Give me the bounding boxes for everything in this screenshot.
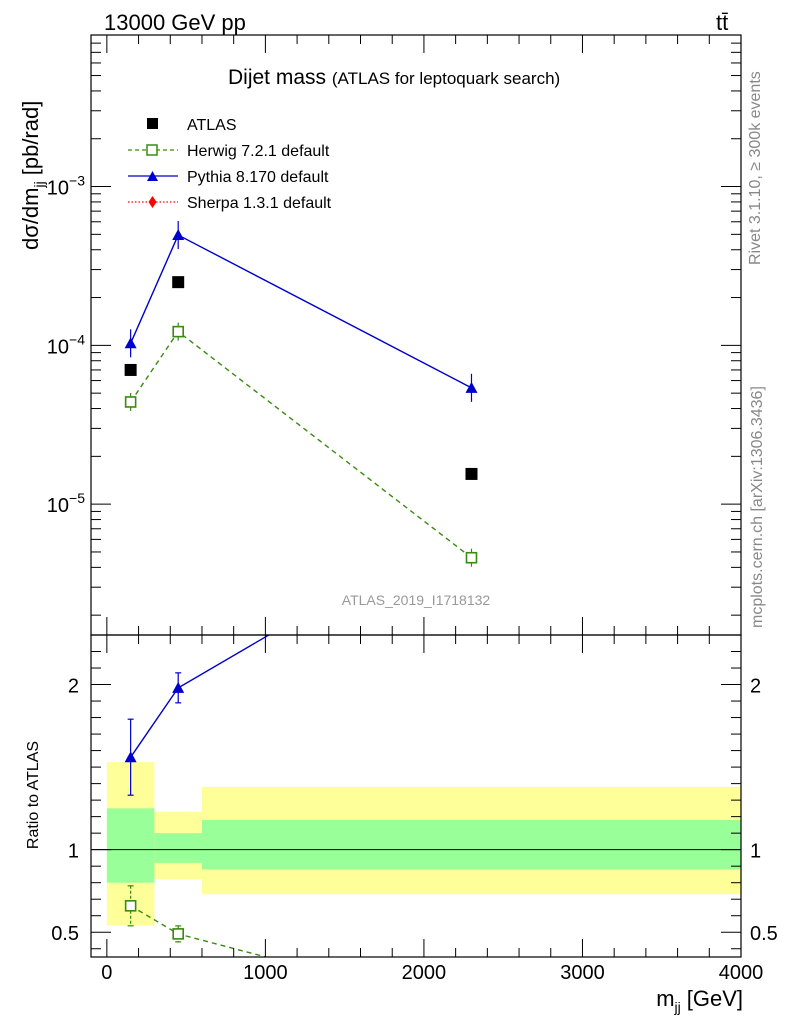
ratio-y-tick-label-left: 2 <box>68 676 79 698</box>
legend-sherpa-label: Sherpa 1.3.1 default <box>187 195 332 212</box>
ratio-y-tick-label-right: 2 <box>750 676 761 698</box>
main-y-tick-labels: 10−310−410−5 <box>47 173 85 518</box>
ratio-series-line <box>130 635 271 758</box>
tick-label-exponent: −3 <box>69 173 85 189</box>
energy-label: 13000 GeV pp <box>104 10 246 35</box>
mcplots-label: mcplots.cern.ch [arXiv:1306.3436] <box>749 386 766 628</box>
tick-label-exponent: −5 <box>69 490 85 506</box>
ratio-pythia-point <box>124 751 137 763</box>
chart-title: Dijet mass (ATLAS for leptoquark search) <box>228 66 560 89</box>
ratio-pythia-point <box>172 681 185 693</box>
legend-pythia-marker <box>147 171 158 181</box>
main-panel: 10−310−410−5 dσ/dmjj[pb/rad] Dijet mass … <box>18 34 742 636</box>
x-tick-label: 1000 <box>243 962 288 984</box>
ratio-panel-frame <box>90 634 742 958</box>
atlas-data-point <box>465 467 478 480</box>
analysis-watermark: ATLAS_2019_I1718132 <box>342 592 491 608</box>
ratio-series-line <box>130 905 269 957</box>
ratio-tick-labels: 0.5 0.5 1 1 2 2 0 1000 2000 3000 4000 <box>51 676 778 984</box>
main-y-tick-label: 10−3 <box>47 173 85 200</box>
ratio-herwig-point <box>124 900 137 912</box>
tick-label-base: 10 <box>47 178 69 200</box>
tick-label-base: 10 <box>47 495 69 517</box>
x-tick-label: 3000 <box>560 962 605 984</box>
legend-pythia-label: Pythia 8.170 default <box>187 169 329 186</box>
atlas-data-point <box>124 363 137 376</box>
ratio-plot-area <box>124 635 271 957</box>
x-tick-label: 2000 <box>402 962 447 984</box>
main-plot-area <box>124 221 478 567</box>
ratio-y-tick-label-right: 0.5 <box>750 923 778 945</box>
ratio-y-tick-label-left: 0.5 <box>51 923 79 945</box>
tick-label-exponent: −4 <box>69 331 85 347</box>
legend-atlas-label: ATLAS <box>187 117 237 134</box>
pythia-data-point <box>124 337 137 349</box>
main-y-tick-label: 10−5 <box>47 490 85 517</box>
x-axis-label-unit: [GeV] <box>687 986 743 1011</box>
uncertainty-band-inner <box>201 819 741 870</box>
main-y-tick-label: 10−4 <box>47 331 85 358</box>
main-panel-ticks <box>91 35 742 635</box>
x-axis-label: mjj [GeV] <box>656 986 743 1015</box>
main-y-axis-label-sub: jj <box>31 181 47 188</box>
chart-title-main: Dijet mass <box>228 66 326 89</box>
process-label: tt̄ <box>716 10 728 35</box>
x-axis-label-main: m <box>656 986 674 1011</box>
main-y-axis-label: dσ/dmjj [pb/rad] <box>18 101 47 250</box>
legend-atlas-marker <box>147 118 158 129</box>
ratio-panel: 0.5 0.5 1 1 2 2 0 1000 2000 3000 4000 Ratio to ATL… <box>25 634 778 1015</box>
ratio-y-axis-label: Ratio to ATLAS <box>25 741 42 849</box>
ratio-herwig-point <box>172 928 184 940</box>
rivet-version-label: Rivet 3.1.10, ≥ 300k events <box>747 71 764 265</box>
chart-subtitle: (ATLAS for leptoquark search) <box>332 69 560 88</box>
uncertainty-band-inner <box>154 833 202 863</box>
herwig-data-point <box>124 396 137 408</box>
series-line <box>130 330 472 559</box>
legend-herwig-marker <box>146 144 158 156</box>
ratio-y-tick-label-left: 1 <box>68 841 79 863</box>
ratio-y-tick-label-right: 1 <box>750 841 761 863</box>
pythia-data-point <box>465 381 478 393</box>
main-y-axis-label-unit: [pb/rad] <box>18 101 43 176</box>
herwig-data-point <box>172 325 184 338</box>
ratio-uncertainty-bands <box>106 762 741 926</box>
uncertainty-band-inner <box>106 808 155 883</box>
series-line <box>129 234 472 389</box>
x-tick-label: 4000 <box>719 962 764 984</box>
pythia-data-point <box>172 229 185 241</box>
x-tick-label: 0 <box>101 962 112 984</box>
x-axis-label-sub: jj <box>674 999 681 1015</box>
main-y-axis-label-main: dσ/dm <box>18 188 43 251</box>
legend: ATLAS Herwig 7.2.1 default Pythia 8.170 … <box>128 117 332 212</box>
atlas-data-point <box>172 276 185 289</box>
legend-sherpa-marker <box>148 196 157 208</box>
legend-herwig-label: Herwig 7.2.1 default <box>187 143 330 160</box>
tick-label-base: 10 <box>47 336 69 358</box>
herwig-data-point <box>465 551 478 564</box>
ratio-panel-ticks <box>91 635 742 957</box>
